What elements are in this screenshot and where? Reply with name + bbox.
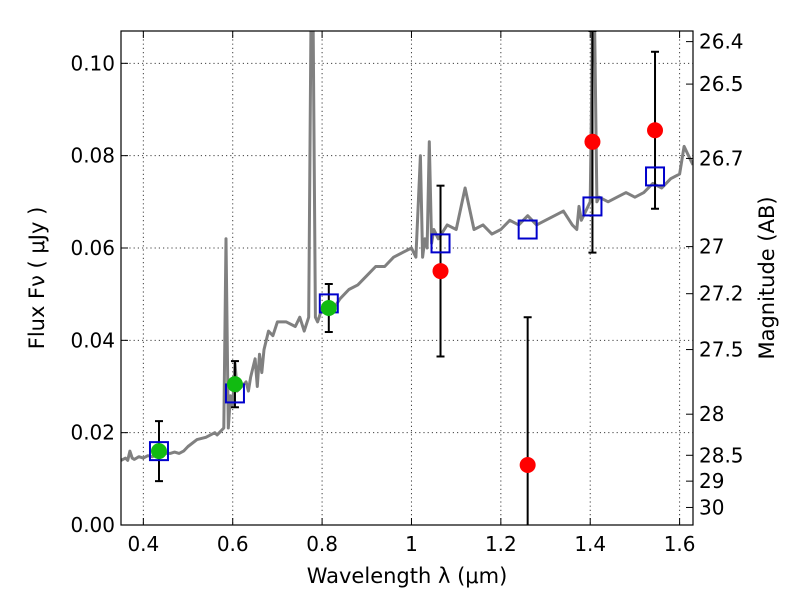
observed-points <box>150 122 664 473</box>
x-tick-label: 1.2 <box>485 532 517 556</box>
model-square-point <box>645 166 666 187</box>
observed-point <box>320 300 337 317</box>
y2-tick-label: 27.2 <box>699 282 744 306</box>
grid <box>121 31 693 526</box>
y2-tick-label: 26.4 <box>699 30 744 54</box>
x-tick-label: 0.4 <box>127 532 159 556</box>
plot-frame <box>120 30 694 526</box>
x-axis-label: Wavelength λ (μm) <box>307 564 508 588</box>
model-square-point <box>517 219 538 240</box>
model-square-point <box>430 233 451 254</box>
observed-point <box>647 122 664 139</box>
spectrum-line <box>121 31 693 462</box>
y-axis-label: Flux Fν ( μJy ) <box>25 207 49 350</box>
y2-tick-label: 26.5 <box>699 72 744 96</box>
model-square-point <box>148 441 169 462</box>
model-points <box>148 166 666 462</box>
y2-tick-label: 27.5 <box>699 338 744 362</box>
observed-point <box>519 456 536 473</box>
x-tick-label: 0.6 <box>217 532 249 556</box>
spectrum-layer <box>121 31 693 462</box>
observed-point <box>150 443 167 460</box>
y-tick-label: 0.10 <box>70 51 115 75</box>
y2-tick-label: 29 <box>699 469 724 493</box>
observed-point <box>584 133 601 150</box>
y2-axis-label: Magnitude (AB) <box>755 196 779 359</box>
y2-tick-label: 28.5 <box>699 443 744 467</box>
ticks <box>121 31 693 526</box>
y-tick-label: 0.08 <box>70 144 115 168</box>
y2-tick-label: 30 <box>699 495 724 519</box>
y-tick-label: 0.04 <box>70 328 115 352</box>
y-tick-label: 0.00 <box>70 513 115 537</box>
y2-tick-label: 27 <box>699 235 724 259</box>
x-tick-label: 1 <box>405 532 418 556</box>
y-tick-label: 0.02 <box>70 421 115 445</box>
x-tick-label: 1.4 <box>574 532 606 556</box>
error-bars <box>154 31 660 525</box>
model-square-point <box>582 196 603 217</box>
x-tick-label: 0.8 <box>306 532 338 556</box>
x-tick-label: 1.6 <box>664 532 696 556</box>
y2-tick-label: 28 <box>699 402 724 426</box>
y2-tick-label: 26.7 <box>699 146 744 170</box>
observed-point <box>432 263 449 280</box>
tick-labels: 0.4 0.6 0.8 1 1.2 1.4 1.6 0.00 0.02 0.04 0.06 0.08 0… <box>70 30 743 556</box>
y-tick-label: 0.06 <box>70 236 115 260</box>
observed-point <box>226 376 243 393</box>
